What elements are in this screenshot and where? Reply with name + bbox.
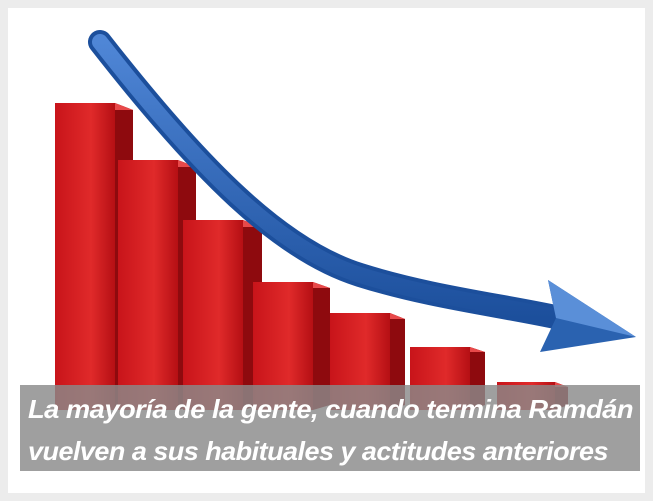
caption-band	[20, 385, 640, 471]
trend-arrow	[88, 30, 636, 352]
bar	[183, 220, 262, 410]
caption-line: La mayoría de la gente, cuando termina R…	[28, 394, 633, 424]
caption-line: vuelven a sus habituales y actitudes ant…	[28, 436, 608, 466]
